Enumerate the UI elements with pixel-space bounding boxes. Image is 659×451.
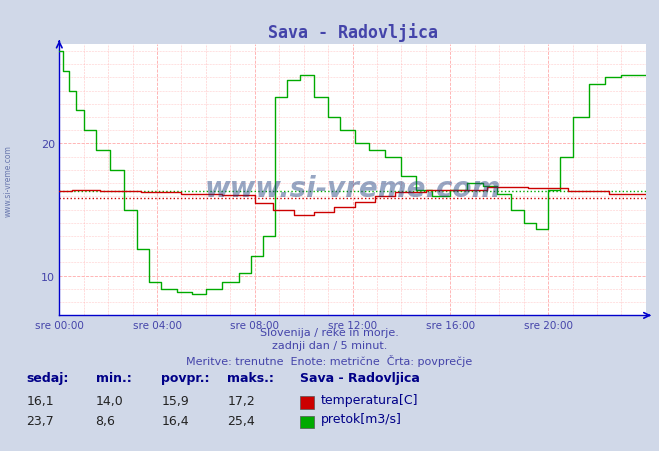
Text: Slovenija / reke in morje.: Slovenija / reke in morje. — [260, 327, 399, 337]
Text: www.si-vreme.com: www.si-vreme.com — [204, 175, 501, 202]
Text: maks.:: maks.: — [227, 371, 274, 384]
Text: 14,0: 14,0 — [96, 395, 123, 408]
Text: 8,6: 8,6 — [96, 414, 115, 427]
Text: 23,7: 23,7 — [26, 414, 54, 427]
Text: 15,9: 15,9 — [161, 395, 189, 408]
Text: povpr.:: povpr.: — [161, 371, 210, 384]
Text: 16,1: 16,1 — [26, 395, 54, 408]
Text: temperatura[C]: temperatura[C] — [321, 393, 418, 406]
Text: www.si-vreme.com: www.si-vreme.com — [3, 144, 13, 216]
Text: 16,4: 16,4 — [161, 414, 189, 427]
Text: Meritve: trenutne  Enote: metrične  Črta: povprečje: Meritve: trenutne Enote: metrične Črta: … — [186, 354, 473, 366]
Text: Sava - Radovljica: Sava - Radovljica — [300, 371, 420, 384]
Text: 25,4: 25,4 — [227, 414, 255, 427]
Text: pretok[m3/s]: pretok[m3/s] — [321, 412, 402, 425]
Text: sedaj:: sedaj: — [26, 371, 69, 384]
Title: Sava - Radovljica: Sava - Radovljica — [268, 23, 438, 42]
Text: zadnji dan / 5 minut.: zadnji dan / 5 minut. — [272, 341, 387, 350]
Text: 17,2: 17,2 — [227, 395, 255, 408]
Text: min.:: min.: — [96, 371, 131, 384]
